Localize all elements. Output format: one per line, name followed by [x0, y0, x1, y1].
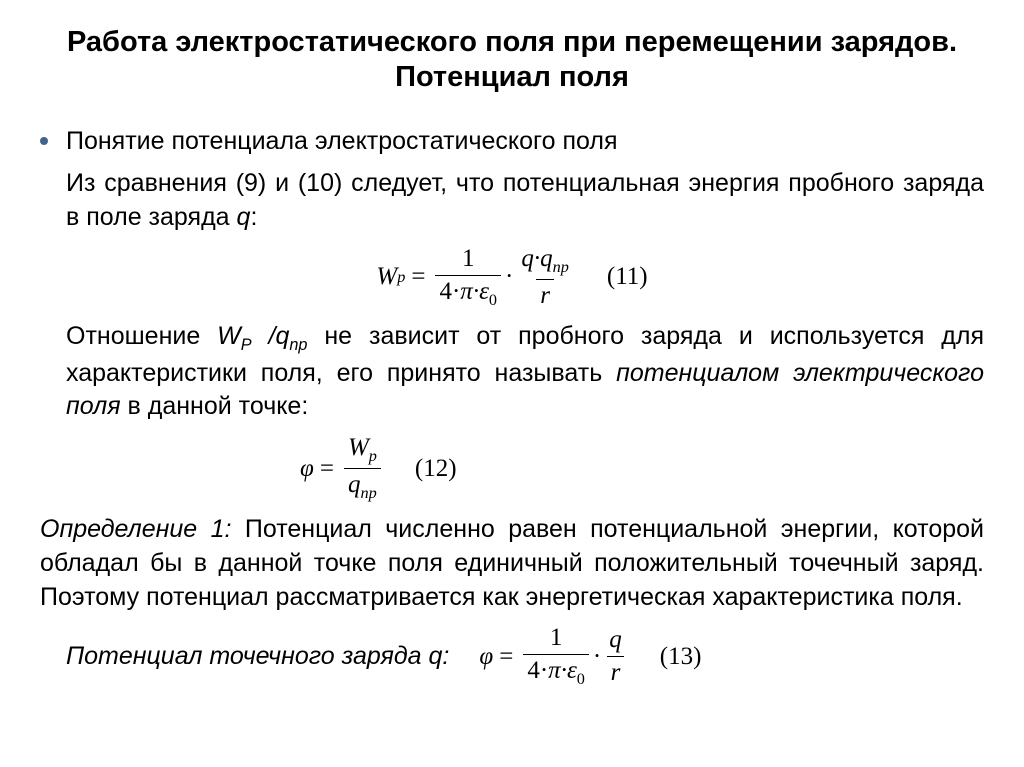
eq11-lhs-sub: p: [397, 268, 405, 287]
para2-wp-sub: P: [241, 336, 252, 354]
eq13-dot: ·: [593, 643, 601, 671]
eq13-frac1: 1 4·π·ε0: [523, 624, 589, 689]
eq13-frac2-den: r: [607, 656, 625, 687]
eq12-lhs: φ: [300, 455, 314, 483]
bullet-row: Понятие потенциала электростатического п…: [40, 125, 984, 158]
inline-label: Потенциал точечного заряда q:: [66, 642, 449, 671]
eq11-frac1: 1 4·π·ε0: [435, 245, 501, 310]
eq12-num: Wp: [344, 434, 381, 468]
eq11-lhs: W: [376, 263, 397, 291]
eq11-equals: =: [411, 263, 425, 291]
para2-wp: W: [217, 322, 241, 350]
eq13-equals: =: [499, 643, 513, 671]
equation-13: φ = 1 4·π·ε0 · q r (13): [479, 624, 701, 689]
eq11-frac2-den: r: [536, 279, 554, 310]
paragraph-1: Из сравнения (9) и (10) следует, что пот…: [66, 167, 984, 235]
def1-label: Определение 1:: [40, 515, 231, 543]
eq13-frac1-num: 1: [546, 624, 567, 654]
para1-var-q: q: [237, 203, 251, 231]
eq11-frac1-den: 4·π·ε0: [435, 275, 501, 310]
inline-eq-row: Потенциал точечного заряда q: φ = 1 4·π·…: [66, 624, 984, 689]
eq13-frac1-den: 4·π·ε0: [523, 654, 589, 689]
para2-slash: /: [252, 322, 276, 350]
slide-title: Работа электростатического поля при пере…: [40, 25, 984, 95]
eq11-dot: ·: [505, 263, 513, 291]
eq11-number: (11): [607, 263, 648, 291]
para1-text-b: :: [250, 203, 257, 231]
eq13-number: (13): [660, 643, 702, 671]
eq13-frac2-num: q: [605, 626, 626, 656]
para2-q-sub: np: [289, 336, 307, 354]
slide: Работа электростатического поля при пере…: [0, 0, 1024, 709]
para2-q: q: [275, 322, 289, 350]
eq12-frac: Wp qnp: [344, 434, 381, 503]
para2-d: в данной точке:: [121, 392, 309, 420]
para2-a: Отношение: [66, 322, 217, 350]
para1-text-a: Из сравнения (9) и (10) следует, что пот…: [66, 169, 984, 231]
eq12-number: (12): [415, 455, 457, 483]
bullet-text: Понятие потенциала электростатического п…: [66, 125, 617, 158]
eq11-frac2-num: q·qnp: [517, 245, 573, 279]
bullet-icon: [40, 137, 48, 145]
paragraph-2: Отношение WP /qnp не зависит от пробного…: [66, 320, 984, 424]
eq13-frac2: q r: [605, 626, 626, 687]
equation-11: Wp = 1 4·π·ε0 · q·qnp r (11): [40, 245, 984, 310]
eq11-frac2: q·qnp r: [517, 245, 573, 310]
definition-1: Определение 1: Потенциал численно равен …: [40, 513, 984, 614]
eq12-den: qnp: [344, 468, 381, 503]
eq13-lhs: φ: [479, 643, 493, 671]
equation-12: φ = Wp qnp (12): [300, 434, 984, 503]
eq11-frac1-num: 1: [458, 245, 479, 275]
eq12-equals: =: [320, 455, 334, 483]
